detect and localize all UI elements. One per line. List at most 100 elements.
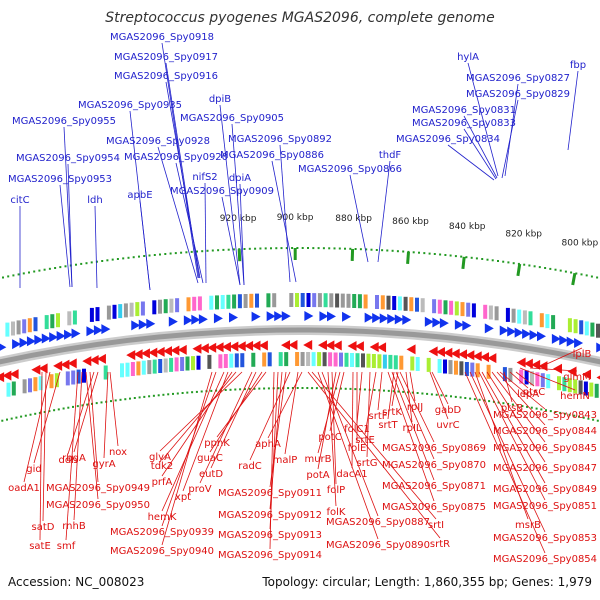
- reverse-gene-label: uvrC: [436, 420, 459, 431]
- reverse-arrow: [428, 346, 438, 357]
- genome-ring: [0, 247, 600, 422]
- label-leader-line: [67, 371, 95, 455]
- gene-block: [54, 373, 59, 388]
- guide-dot: [101, 260, 104, 262]
- guide-dot: [12, 274, 15, 277]
- label-leader-line: [431, 371, 449, 405]
- guide-dot: [34, 412, 37, 415]
- guide-dot: [285, 247, 288, 250]
- guide-dot: [502, 402, 505, 405]
- forward-gene-label: dpiB: [209, 94, 231, 105]
- reverse-arrow: [170, 345, 180, 356]
- forward-arrow: [26, 336, 36, 347]
- label-leader-line: [463, 128, 497, 180]
- guide-dot: [33, 270, 36, 273]
- guide-dot: [211, 249, 214, 252]
- tick-mark: [516, 263, 522, 277]
- guide-dot: [48, 267, 51, 270]
- gene-block: [218, 354, 223, 369]
- guide-dot: [559, 411, 562, 414]
- label-leader-line: [509, 371, 529, 389]
- gene-block: [579, 320, 584, 335]
- guide-dot: [386, 249, 389, 252]
- guide-dot: [248, 247, 251, 250]
- reverse-gene-label: srtR: [430, 539, 450, 550]
- guide-dot: [259, 247, 262, 250]
- forward-arrow: [514, 327, 524, 338]
- gene-block: [329, 293, 334, 308]
- gene-block: [44, 315, 49, 330]
- guide-dot: [554, 268, 557, 271]
- gene-block: [152, 359, 157, 374]
- reverse-arrow: [567, 366, 577, 377]
- guide-dot: [511, 403, 514, 406]
- label-leader-line: [537, 347, 583, 369]
- forward-gene-label: MGAS2096_Spy0918: [110, 32, 214, 43]
- forward-gene-label: MGAS2096_Spy0917: [114, 52, 218, 63]
- gene-block: [284, 352, 289, 367]
- forward-arrow: [507, 326, 517, 337]
- gene-block: [578, 380, 583, 395]
- reverse-arrow: [53, 360, 63, 371]
- guide-dot: [133, 397, 136, 399]
- guide-dot: [114, 399, 117, 402]
- guide-dot: [359, 248, 362, 251]
- gene-block: [106, 305, 111, 320]
- forward-arrow: [372, 313, 382, 324]
- forward-arrow: [266, 311, 276, 322]
- guide-dot: [397, 390, 400, 393]
- label-leader-line: [317, 371, 341, 454]
- label-leader-line: [157, 146, 199, 284]
- forward-arrow: [529, 330, 539, 341]
- reverse-arrow: [155, 346, 165, 357]
- guide-dot: [258, 387, 261, 390]
- gene-block: [33, 377, 38, 392]
- guide-dot: [185, 251, 188, 254]
- guide-dot: [174, 252, 177, 255]
- guide-dot: [90, 261, 93, 264]
- accession-text: Accession: NC_008023: [8, 575, 144, 589]
- guide-dot: [333, 247, 336, 250]
- guide-dot: [449, 254, 452, 257]
- reverse-gene-label: rnhB: [62, 521, 86, 532]
- reverse-gene-label: folP: [327, 485, 345, 496]
- label-leader-line: [42, 371, 47, 522]
- forward-arrow: [146, 318, 156, 329]
- reverse-arrow: [303, 340, 313, 351]
- guide-dot: [267, 387, 270, 390]
- reverse-arrow: [244, 340, 254, 351]
- reverse-gene-label: satD: [32, 522, 55, 533]
- genome-summary-text: Topology: circular; Length: 1,860,355 bp…: [261, 575, 592, 589]
- forward-gene-label: MGAS2096_Spy0831: [412, 105, 516, 116]
- gene-block: [56, 313, 60, 328]
- guide-dot: [497, 260, 499, 262]
- guide-dot: [270, 247, 272, 250]
- guide-dot: [24, 414, 27, 417]
- forward-arrow: [93, 325, 103, 336]
- gene-block: [215, 295, 219, 310]
- forward-gene-label: apbE: [127, 190, 152, 201]
- gene-block: [584, 321, 589, 336]
- guide-dot: [416, 392, 419, 394]
- guide-dot: [127, 256, 130, 259]
- guide-dot: [29, 413, 32, 416]
- reverse-arrow: [377, 342, 387, 353]
- guide-dot: [349, 247, 352, 250]
- forward-arrow: [228, 312, 238, 323]
- label-leader-line: [59, 184, 71, 288]
- guide-dot: [301, 247, 304, 249]
- tick-mark: [237, 249, 242, 262]
- guide-dot: [81, 404, 84, 407]
- gene-block: [505, 307, 510, 322]
- guide-dot: [95, 402, 98, 405]
- guide-dot: [119, 398, 122, 401]
- forward-arrow: [574, 338, 584, 349]
- gene-block: [508, 367, 513, 382]
- guide-dot: [86, 403, 89, 406]
- guide-dot: [138, 396, 141, 399]
- guide-dot: [1, 419, 4, 422]
- reverse-arrow: [325, 340, 335, 351]
- guide-dot: [124, 398, 127, 401]
- label-leader-line: [231, 123, 245, 286]
- guide-dot: [206, 249, 209, 252]
